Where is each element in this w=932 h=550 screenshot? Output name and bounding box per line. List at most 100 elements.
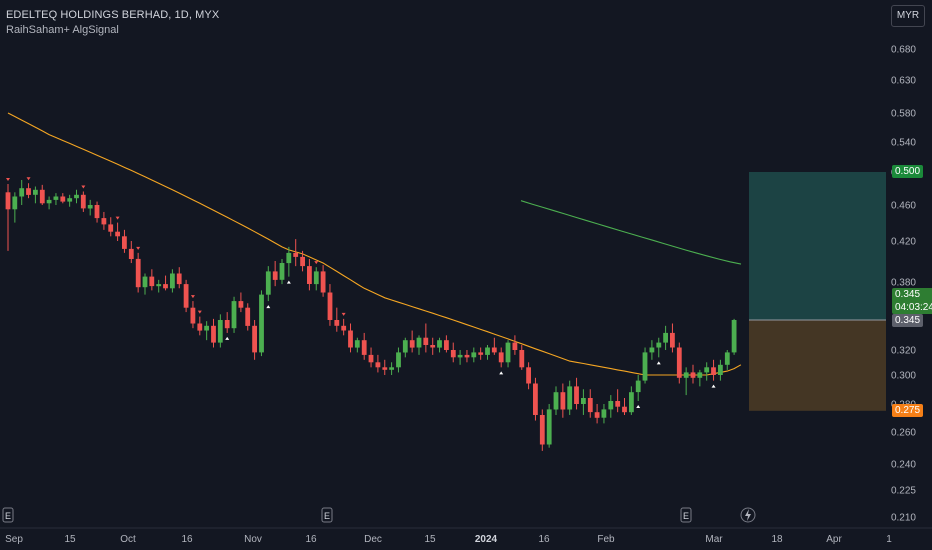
candle-body [622,406,627,413]
candle-body [718,364,723,375]
buy-signal-marker [266,305,271,309]
candle-body [224,320,230,329]
price-tick-label: 0.680 [891,45,916,56]
time-tick-label: Oct [120,534,136,545]
earnings-event-label: E [683,511,689,521]
candle-body [190,307,196,324]
buy-signal-marker [499,371,504,375]
time-axis[interactable]: Sep 15 Oct 16 Nov 16 Dec 15 2024 16 Feb Mar 18 Apr 1 [0,527,932,545]
buy-signal-marker [225,336,230,340]
candle-body [423,337,429,345]
candle-body [211,325,216,343]
candle-body [265,271,271,295]
price-tick-label: 0.300 [891,371,916,382]
price-tick-label: 0.380 [891,278,916,289]
time-tick-label: 2024 [475,534,498,545]
currency-button[interactable]: MYR [891,5,925,27]
candle-body [170,273,175,289]
candle-body [629,392,634,413]
sell-signal-marker [197,310,202,314]
candle-body [33,189,38,195]
symbol-title: EDELTEQ HOLDINGS BERHAD, 1D, MYX [6,9,220,21]
sell-signal-marker [6,178,10,182]
candle-body [272,271,278,280]
candle-body [601,409,607,418]
candle-body [711,367,716,375]
candle-body [53,196,59,200]
candle-body [389,367,394,370]
time-tick-label: 1 [886,534,892,545]
ma-orange-line [7,112,742,376]
candle-body [608,401,614,410]
candle-body [135,258,141,288]
candle-body [485,347,490,355]
candle-body [396,352,401,368]
candle-body [444,340,449,350]
candle-body [293,252,299,257]
candle-body [101,218,107,225]
candle-body [505,342,511,363]
buy-signal-marker [636,405,641,409]
candle-body [12,196,18,210]
target-zone [749,172,886,320]
time-tick-label: 16 [538,534,550,545]
earnings-event-label: E [5,511,11,521]
candle-body [108,224,114,232]
price-tick-label: 0.540 [891,138,916,149]
candle-body [39,189,45,204]
candle-body [587,398,593,413]
candle-body [142,276,148,288]
candle-body [635,380,641,393]
candle-body [60,196,66,202]
candle-body [464,354,470,358]
candle-body [663,332,668,343]
candle-body [320,271,326,293]
sell-signal-marker [190,295,195,299]
signal-markers [6,177,716,409]
time-tick-label: Mar [705,534,723,545]
stop-zone [749,320,886,411]
price-tick-label: 0.240 [891,460,916,471]
candle-body [217,320,223,343]
candle-body [416,337,422,348]
price-tick-label: 0.580 [891,109,916,120]
last-price-tag: 0.345 04:03:24 [892,288,932,314]
candle-body [724,352,730,365]
candle-body [122,236,127,249]
candle-body [115,231,120,237]
candle-body [245,307,251,326]
candle-body [26,188,31,195]
candle-body [649,347,655,353]
candle-body [183,284,189,308]
candle-body [683,372,689,378]
moving-averages [7,112,742,376]
entry-price-tag: 0.345 [892,314,924,327]
stop-price-tag: 0.275 [892,404,924,417]
candle-body [19,188,25,197]
candle-body [348,330,353,348]
candle-body [74,194,79,199]
candle-body [238,301,244,308]
indicator-label[interactable]: RaihSaham+ AlgSignal [6,24,119,36]
earnings-event-box [321,507,333,523]
sell-signal-marker [341,312,346,316]
earnings-event-box [680,507,692,523]
earnings-event-label: E [324,511,330,521]
candle-body [286,252,292,264]
candle-body [307,266,312,284]
time-tick-label: 16 [181,534,193,545]
sell-signal-marker [115,216,120,220]
countdown-timer: 04:03:24 [895,302,932,313]
candle-body [128,248,134,259]
candle-body [512,342,518,350]
time-tick-label: Dec [364,534,382,545]
candle-body [368,354,374,363]
candle-body [327,292,333,320]
time-tick-label: Apr [826,534,842,545]
candle-body [361,340,367,355]
candle-body [690,372,696,378]
candle-body [478,352,484,355]
candle-body [437,340,442,348]
candles [5,179,737,451]
